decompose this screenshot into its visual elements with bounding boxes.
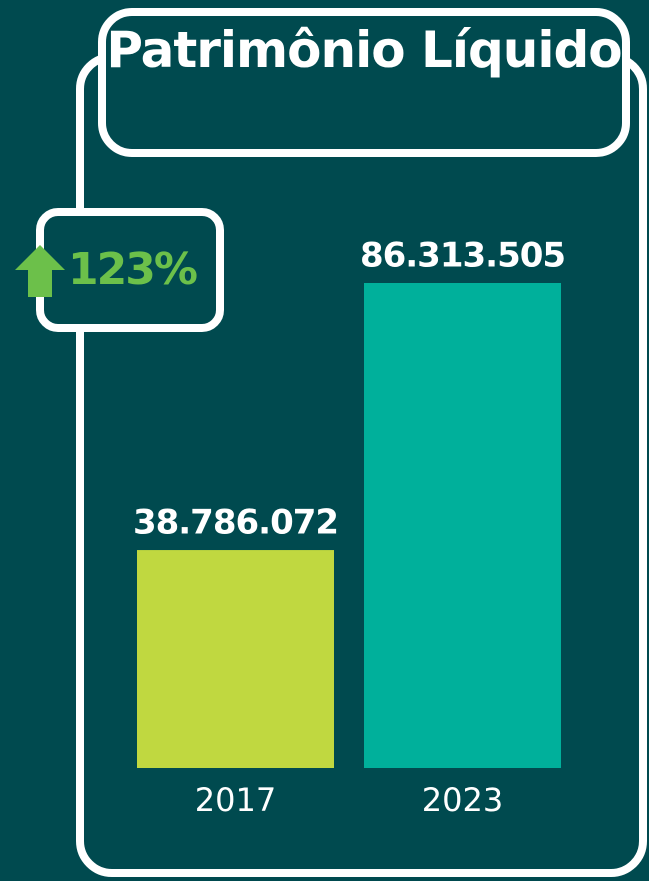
up-arrow	[15, 245, 65, 297]
x-tick-label: 2017	[195, 781, 276, 819]
value-label: 86.313.505	[360, 236, 565, 276]
growth-label: 123%	[68, 244, 197, 295]
x-tick-label: 2023	[422, 781, 503, 819]
title-box	[98, 8, 630, 157]
value-label: 38.786.072	[133, 503, 338, 543]
chart-title: Patrimônio Líquido	[106, 21, 622, 79]
bar	[137, 550, 334, 768]
bar	[364, 283, 561, 768]
